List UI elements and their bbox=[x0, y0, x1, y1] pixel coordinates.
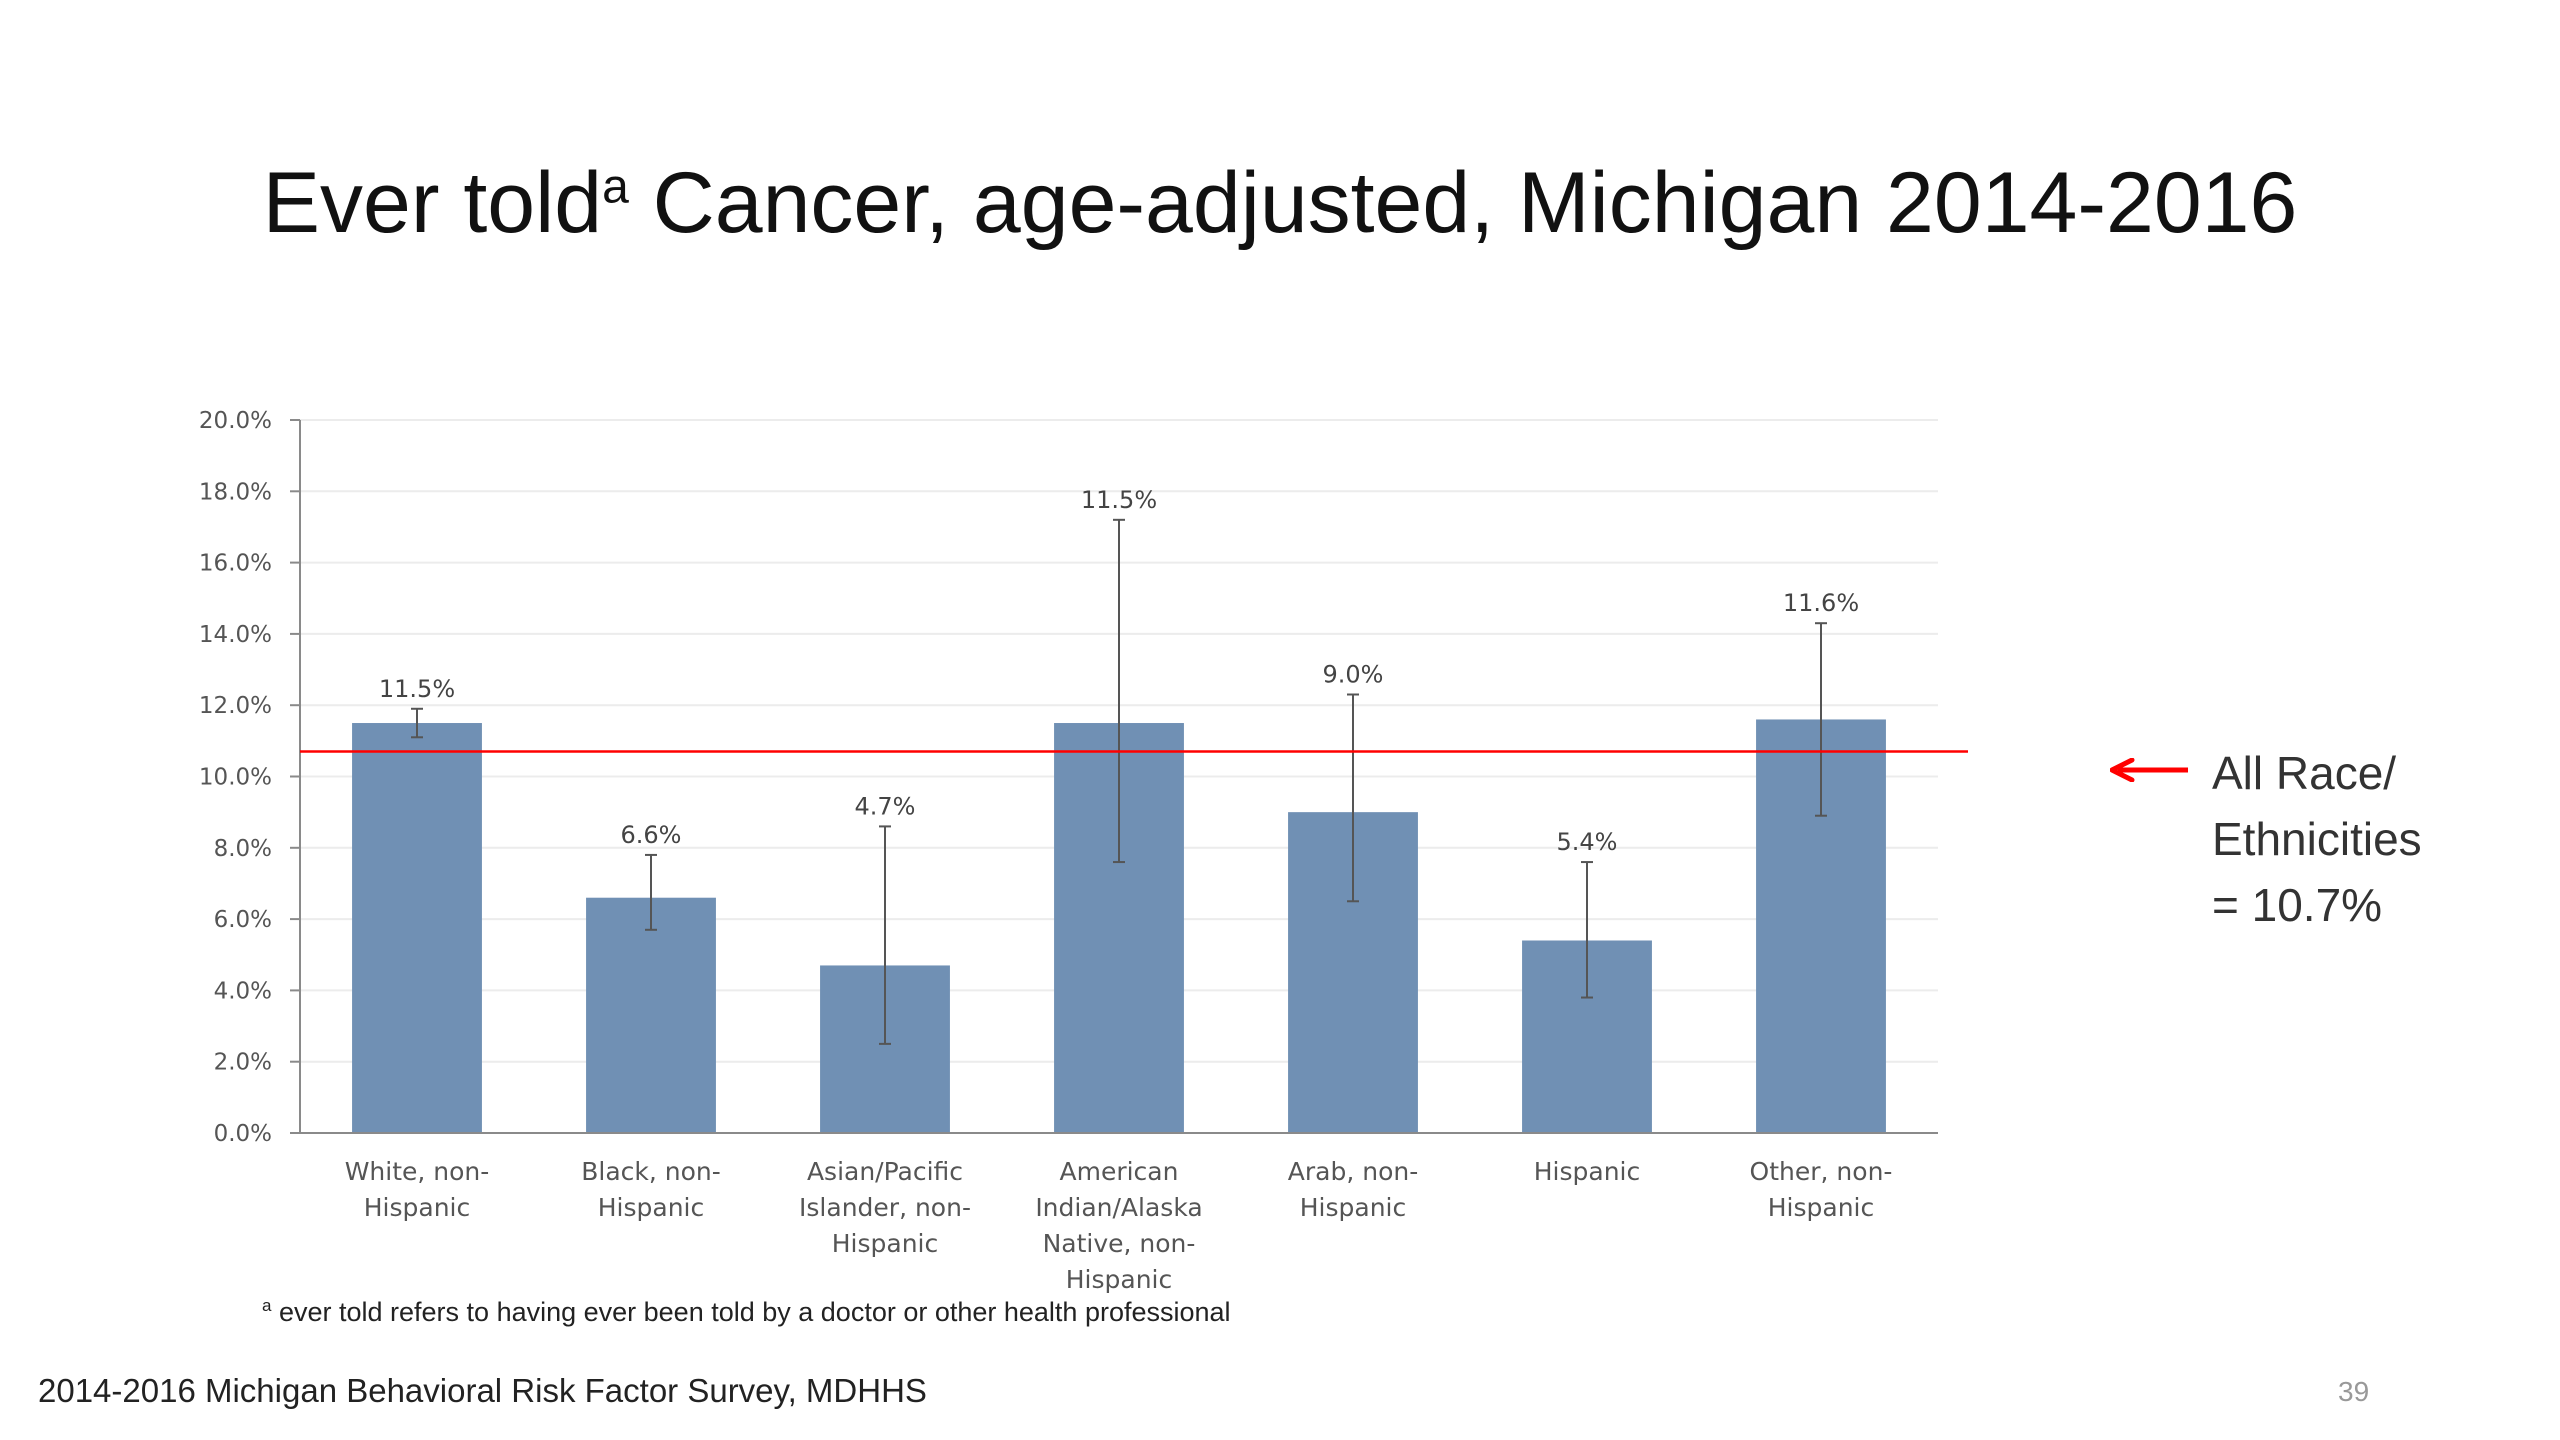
y-tick-label: 12.0% bbox=[199, 693, 272, 719]
title-superscript: a bbox=[602, 160, 629, 214]
reference-line-1: All Race/ bbox=[2212, 747, 2397, 799]
left-arrow-icon bbox=[2110, 758, 2188, 782]
category-label: Other, non- bbox=[1750, 1157, 1893, 1186]
y-tick-label: 4.0% bbox=[214, 978, 272, 1004]
y-tick-label: 8.0% bbox=[214, 836, 272, 862]
title-rest: Cancer, age-adjusted, Michigan 2014-2016 bbox=[628, 155, 2298, 251]
category-label: Asian/Pacific bbox=[807, 1157, 963, 1186]
axes bbox=[290, 419, 1938, 1134]
data-label: 11.6% bbox=[1783, 589, 1859, 617]
category-label: Hispanic bbox=[598, 1193, 705, 1222]
category-label: Black, non- bbox=[581, 1157, 721, 1186]
data-label: 11.5% bbox=[1081, 486, 1157, 514]
category-label: Hispanic bbox=[1066, 1265, 1173, 1294]
y-tick-label: 6.0% bbox=[214, 907, 272, 933]
reference-text: All Race/ Ethnicities = 10.7% bbox=[2212, 740, 2422, 938]
y-tick-label: 14.0% bbox=[199, 622, 272, 648]
data-label: 11.5% bbox=[379, 675, 455, 703]
data-label: 5.4% bbox=[1557, 828, 1618, 856]
category-label: Hispanic bbox=[832, 1229, 939, 1258]
category-label: Indian/Alaska bbox=[1035, 1193, 1202, 1222]
reference-annotation: All Race/ Ethnicities = 10.7% bbox=[2110, 740, 2422, 938]
error-bars bbox=[411, 518, 1827, 1045]
footnote-superscript: a bbox=[262, 1296, 272, 1315]
category-label: Hispanic bbox=[1768, 1193, 1875, 1222]
y-tick-label: 10.0% bbox=[199, 765, 272, 791]
reference-line-3: = 10.7% bbox=[2212, 879, 2383, 931]
title-main: Ever told bbox=[262, 155, 603, 251]
bar bbox=[586, 897, 716, 1133]
footnote: a ever told refers to having ever been t… bbox=[262, 1296, 1231, 1328]
data-label: 9.0% bbox=[1323, 661, 1384, 689]
y-tick-label: 0.0% bbox=[214, 1121, 272, 1147]
category-label: Arab, non- bbox=[1288, 1157, 1418, 1186]
category-label: Hispanic bbox=[1534, 1157, 1641, 1186]
bars bbox=[352, 719, 1886, 1133]
category-label: Hispanic bbox=[364, 1193, 471, 1222]
y-tick-label: 20.0% bbox=[199, 408, 272, 434]
category-label: Hispanic bbox=[1300, 1193, 1407, 1222]
y-tick-label: 2.0% bbox=[214, 1050, 272, 1076]
bar bbox=[352, 723, 482, 1133]
data-label: 4.7% bbox=[855, 792, 916, 820]
footnote-text: ever told refers to having ever been tol… bbox=[271, 1297, 1231, 1327]
category-label: White, non- bbox=[345, 1157, 490, 1186]
y-tick-label: 16.0% bbox=[199, 551, 272, 577]
y-tick-label: 18.0% bbox=[199, 479, 272, 505]
category-label: American bbox=[1060, 1157, 1179, 1186]
labels: 0.0% 2.0% 4.0% 6.0% 8.0% 10.0% 12.0% 14.0% 16.0%… bbox=[199, 408, 1893, 1294]
source-citation: 2014-2016 Michigan Behavioral Risk Facto… bbox=[38, 1372, 927, 1409]
category-label: Native, non- bbox=[1043, 1229, 1196, 1258]
slide-title: Ever tolda Cancer, age-adjusted, Michiga… bbox=[0, 160, 2560, 246]
reference-line-2: Ethnicities bbox=[2212, 813, 2422, 865]
category-label: Islander, non- bbox=[799, 1193, 971, 1222]
page-number: 39 bbox=[2338, 1376, 2370, 1407]
data-label: 6.6% bbox=[621, 821, 682, 849]
